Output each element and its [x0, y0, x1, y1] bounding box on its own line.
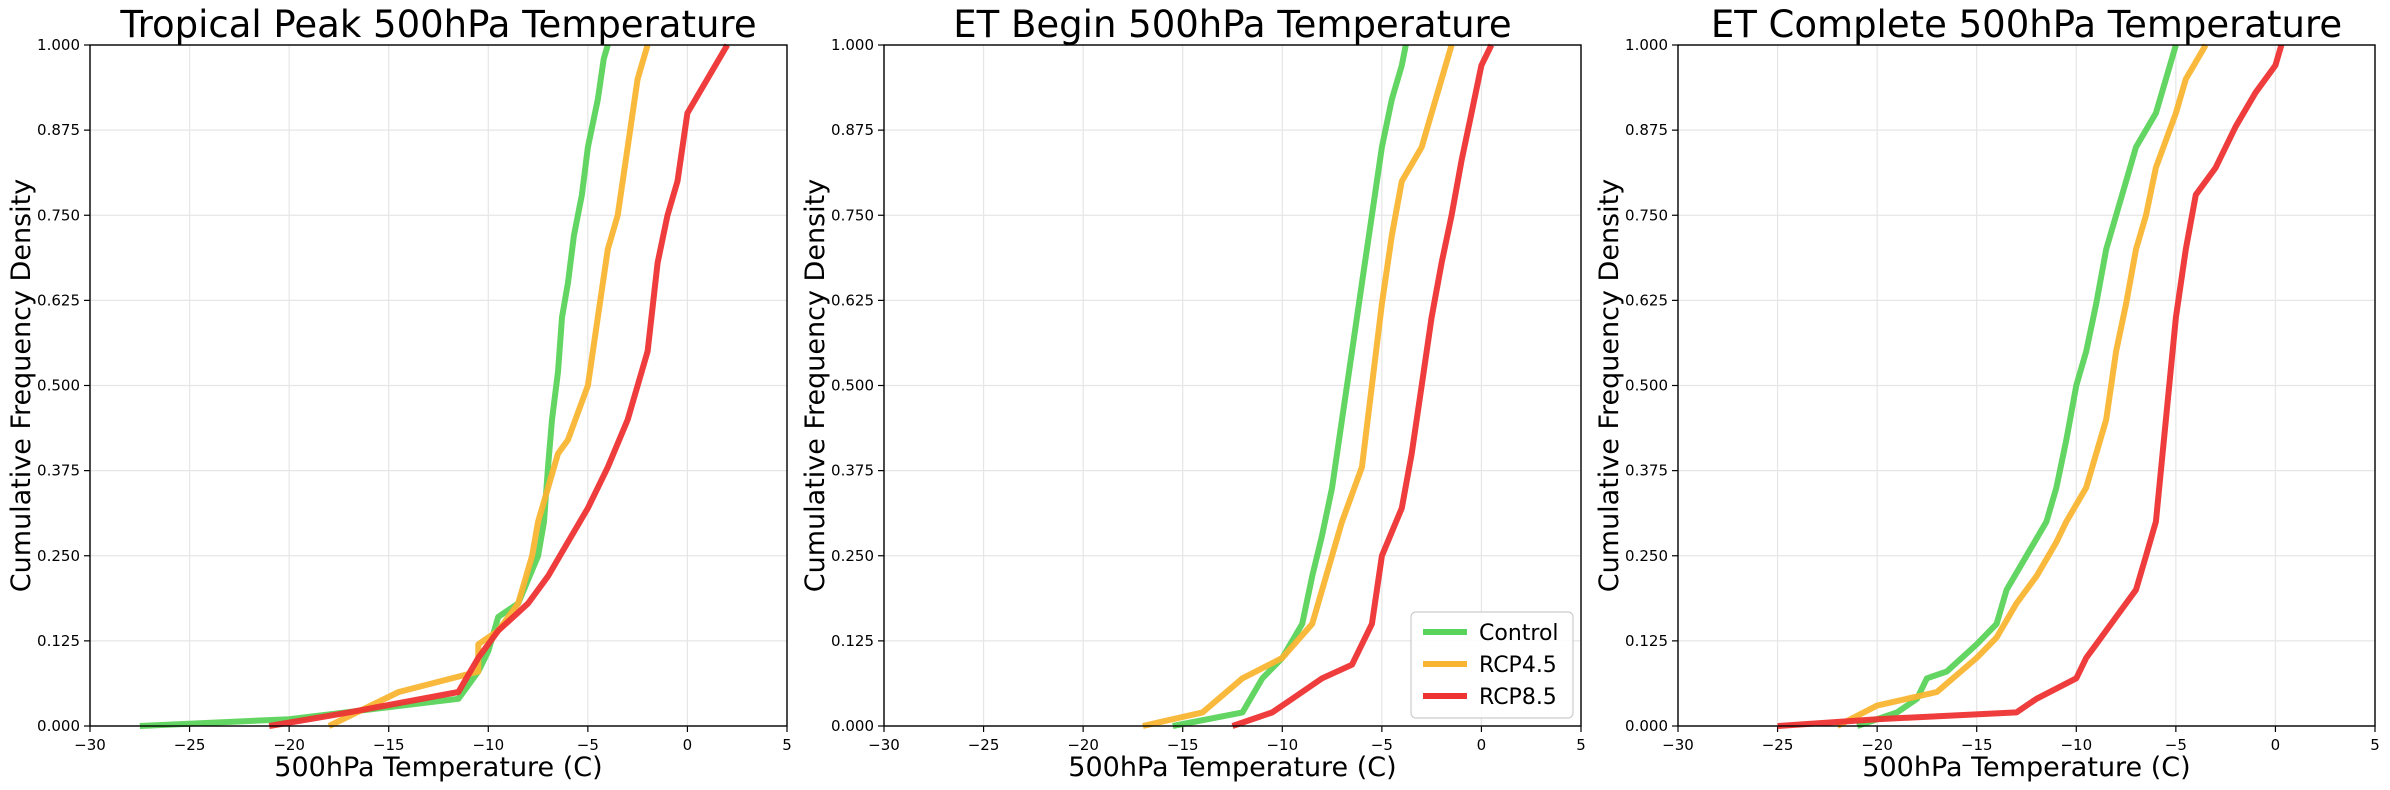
y-tick-label: 0.000: [831, 717, 874, 735]
axes-frame: [1677, 44, 2376, 727]
x-tick-label: −20: [1861, 736, 1893, 754]
x-tick-label: −10: [2060, 736, 2092, 754]
y-tick-label: 0.875: [831, 121, 874, 139]
y-tick-label: 0.125: [831, 632, 874, 650]
x-tick-label: −15: [1961, 736, 1993, 754]
x-tick-label: 0: [2271, 736, 2281, 754]
y-tick-label: 0.375: [1625, 462, 1668, 480]
series-line-control: [1856, 44, 2179, 729]
y-tick-label: 0.250: [831, 547, 874, 565]
x-tick-label: −30: [74, 736, 106, 754]
legend-label: RCP8.5: [1479, 685, 1557, 710]
legend-box: [1410, 611, 1574, 719]
x-tick-label: −25: [1762, 736, 1794, 754]
y-tick-label: 0.000: [37, 717, 80, 735]
y-tick-label: 0.500: [831, 377, 874, 395]
y-tick-label: 0.625: [37, 291, 80, 309]
y-tick-label: 0.125: [37, 632, 80, 650]
x-tick-label: −25: [174, 736, 206, 754]
y-axis-label: Cumulative Frequency Density: [6, 179, 37, 592]
y-axis-label: Cumulative Frequency Density: [1594, 179, 1625, 592]
x-tick-label: −15: [1167, 736, 1199, 754]
chart-title: ET Complete 500hPa Temperature: [1711, 3, 2342, 46]
y-tick-label: 0.375: [37, 462, 80, 480]
series-line-rcp85: [1777, 44, 2285, 729]
x-tick-label: −20: [1067, 736, 1099, 754]
x-tick-label: −5: [577, 736, 599, 754]
x-axis-label: 500hPa Temperature (C): [274, 752, 602, 783]
y-tick-label: 0.625: [831, 291, 874, 309]
x-tick-label: 5: [2370, 736, 2380, 754]
y-tick-label: 1.000: [831, 36, 874, 54]
x-tick-label: −5: [2165, 736, 2187, 754]
chart-panel-tropical-peak: −30 −25 −20 −15 −10 −5 0 5 0.000 0.125 0.250 0.375 0…: [6, 3, 792, 783]
y-tick-label: 0.125: [1625, 632, 1668, 650]
x-tick-label: −30: [868, 736, 900, 754]
legend-label: RCP4.5: [1479, 653, 1557, 678]
y-tick-label: 0.000: [1625, 717, 1668, 735]
series-line-rcp85: [1231, 43, 1495, 729]
x-tick-label: 5: [782, 736, 792, 754]
x-tick-label: −10: [1266, 736, 1298, 754]
x-tick-label: −10: [472, 736, 504, 754]
x-tick-label: 0: [683, 736, 693, 754]
y-tick-label: 0.750: [831, 206, 874, 224]
x-axis-label: 500hPa Temperature (C): [1862, 752, 2190, 783]
y-tick-label: 0.375: [831, 462, 874, 480]
chart-title: Tropical Peak 500hPa Temperature: [119, 3, 756, 46]
x-tick-label: −5: [1371, 736, 1393, 754]
series-line-control: [1172, 44, 1409, 729]
x-tick-label: −25: [968, 736, 1000, 754]
y-tick-label: 1.000: [1625, 36, 1668, 54]
y-tick-label: 0.500: [1625, 377, 1668, 395]
axes-frame: [89, 44, 788, 727]
x-tick-label: −20: [273, 736, 305, 754]
y-tick-label: 0.500: [37, 377, 80, 395]
chart-panel-et-begin: −30 −25 −20 −15 −10 −5 0 5 0.000 0.125 0.250 0.375 0…: [800, 3, 1586, 783]
legend-label: Control: [1479, 621, 1559, 646]
chart-title: ET Begin 500hPa Temperature: [953, 3, 1511, 46]
x-tick-label: 0: [1477, 736, 1487, 754]
chart-panel-et-complete: −30 −25 −20 −15 −10 −5 0 5 0.000 0.125 0.250 0.375 0…: [1594, 3, 2380, 783]
series-line-rcp45: [1142, 44, 1455, 729]
series-line-rcp45: [1835, 43, 2209, 729]
x-tick-label: 5: [1576, 736, 1586, 754]
y-tick-label: 0.875: [1625, 121, 1668, 139]
x-tick-label: −15: [373, 736, 405, 754]
y-tick-label: 0.750: [1625, 206, 1668, 224]
axes-frame: [883, 44, 1582, 727]
y-tick-label: 0.750: [37, 206, 80, 224]
series-line-rcp85: [268, 43, 730, 729]
y-tick-label: 0.250: [1625, 547, 1668, 565]
x-axis-label: 500hPa Temperature (C): [1068, 752, 1396, 783]
y-tick-label: 1.000: [37, 36, 80, 54]
x-tick-label: −30: [1662, 736, 1694, 754]
y-tick-label: 0.250: [37, 547, 80, 565]
y-axis-label: Cumulative Frequency Density: [800, 179, 831, 592]
y-tick-label: 0.625: [1625, 291, 1668, 309]
y-tick-label: 0.875: [37, 121, 80, 139]
legend: Control RCP4.5 RCP8.5: [1410, 611, 1574, 719]
